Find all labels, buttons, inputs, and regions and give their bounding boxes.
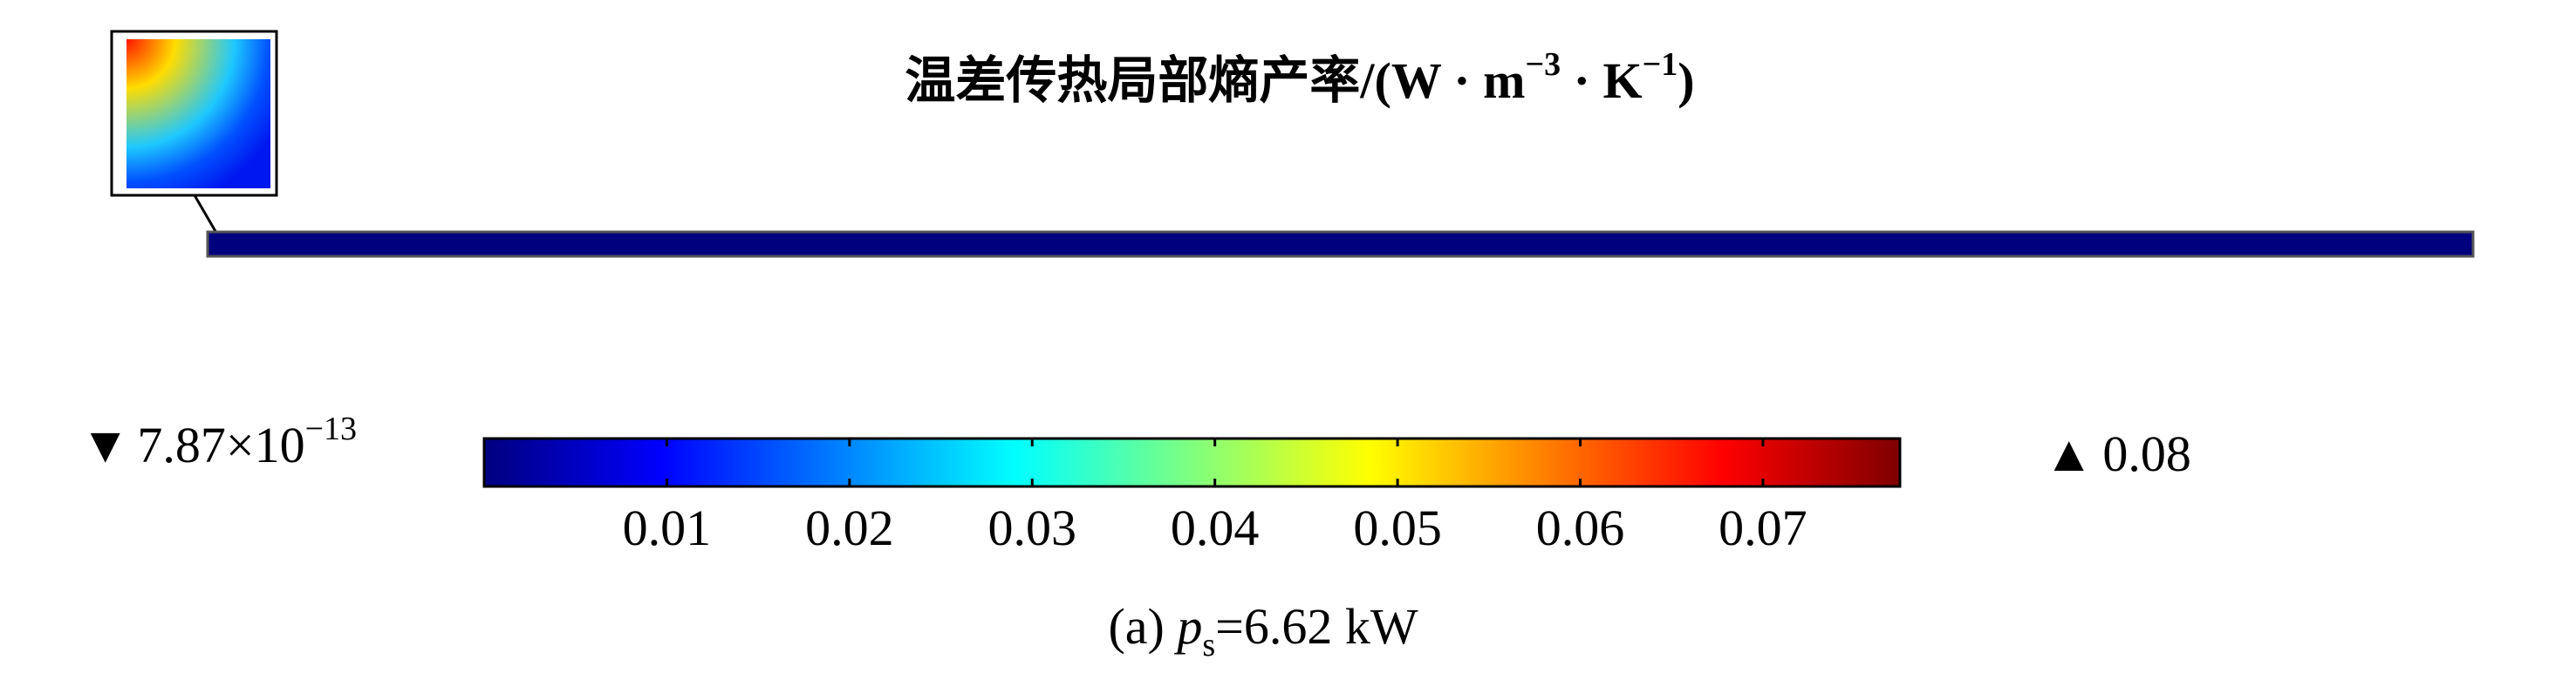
chart-title: 温差传热局部熵产率/(W · m−3 · K−1) bbox=[905, 46, 1694, 109]
colorbar-gradient bbox=[482, 437, 1902, 488]
colorbar-tick-label: 0.07 bbox=[1718, 500, 1807, 556]
figure-caption: (a) ps=6.62 kW bbox=[1108, 598, 1418, 663]
colorbar-tick-label: 0.05 bbox=[1353, 500, 1442, 556]
colorbar-tick-label: 0.06 bbox=[1536, 500, 1625, 556]
colorbar-ticks bbox=[665, 439, 1765, 486]
domain-strip bbox=[206, 230, 2475, 258]
colorbar-tick-label: 0.03 bbox=[988, 500, 1077, 556]
inset-heatmap bbox=[126, 39, 270, 188]
max-value-label: ▲ 0.08 bbox=[2044, 425, 2191, 482]
colorbar: 0.01 0.02 0.03 0.04 0.05 0.06 0.07 bbox=[482, 437, 1902, 556]
inset-zoom bbox=[110, 30, 278, 234]
colorbar-tick-labels: 0.01 0.02 0.03 0.04 0.05 0.06 0.07 bbox=[623, 500, 1807, 556]
inset-leader-line bbox=[193, 194, 218, 234]
min-value-label: ▼ 7.87×10−13 bbox=[80, 411, 357, 473]
colorbar-tick-label: 0.01 bbox=[623, 500, 712, 556]
colorbar-tick-label: 0.04 bbox=[1171, 500, 1260, 556]
colorbar-tick-label: 0.02 bbox=[805, 500, 894, 556]
